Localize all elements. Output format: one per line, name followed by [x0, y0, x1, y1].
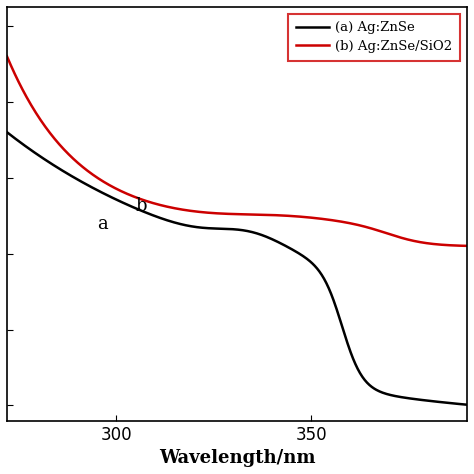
(b) Ag:ZnSe/SiO2 [472, 243, 474, 249]
(a) Ag:ZnSe [87, 183, 92, 189]
(b) Ag:ZnSe/SiO2 [356, 222, 362, 228]
(a) Ag:ZnSe [280, 242, 285, 247]
Line: (b) Ag:ZnSe/SiO2: (b) Ag:ZnSe/SiO2 [7, 56, 474, 246]
Text: b: b [136, 197, 147, 215]
X-axis label: Wavelength/nm: Wavelength/nm [159, 449, 315, 467]
(b) Ag:ZnSe/SiO2 [317, 216, 322, 221]
Text: a: a [97, 215, 108, 233]
(b) Ag:ZnSe/SiO2 [4, 54, 10, 59]
Legend: (a) Ag:ZnSe, (b) Ag:ZnSe/SiO2: (a) Ag:ZnSe, (b) Ag:ZnSe/SiO2 [288, 14, 460, 61]
(a) Ag:ZnSe [472, 402, 474, 408]
(b) Ag:ZnSe/SiO2 [124, 191, 130, 197]
(a) Ag:ZnSe [216, 226, 221, 231]
(b) Ag:ZnSe/SiO2 [216, 210, 221, 216]
(a) Ag:ZnSe [317, 269, 322, 274]
(b) Ag:ZnSe/SiO2 [280, 213, 285, 219]
(a) Ag:ZnSe [124, 202, 130, 208]
(a) Ag:ZnSe [356, 369, 362, 374]
(b) Ag:ZnSe/SiO2 [87, 170, 92, 175]
(a) Ag:ZnSe [4, 129, 10, 135]
Line: (a) Ag:ZnSe: (a) Ag:ZnSe [7, 132, 474, 405]
